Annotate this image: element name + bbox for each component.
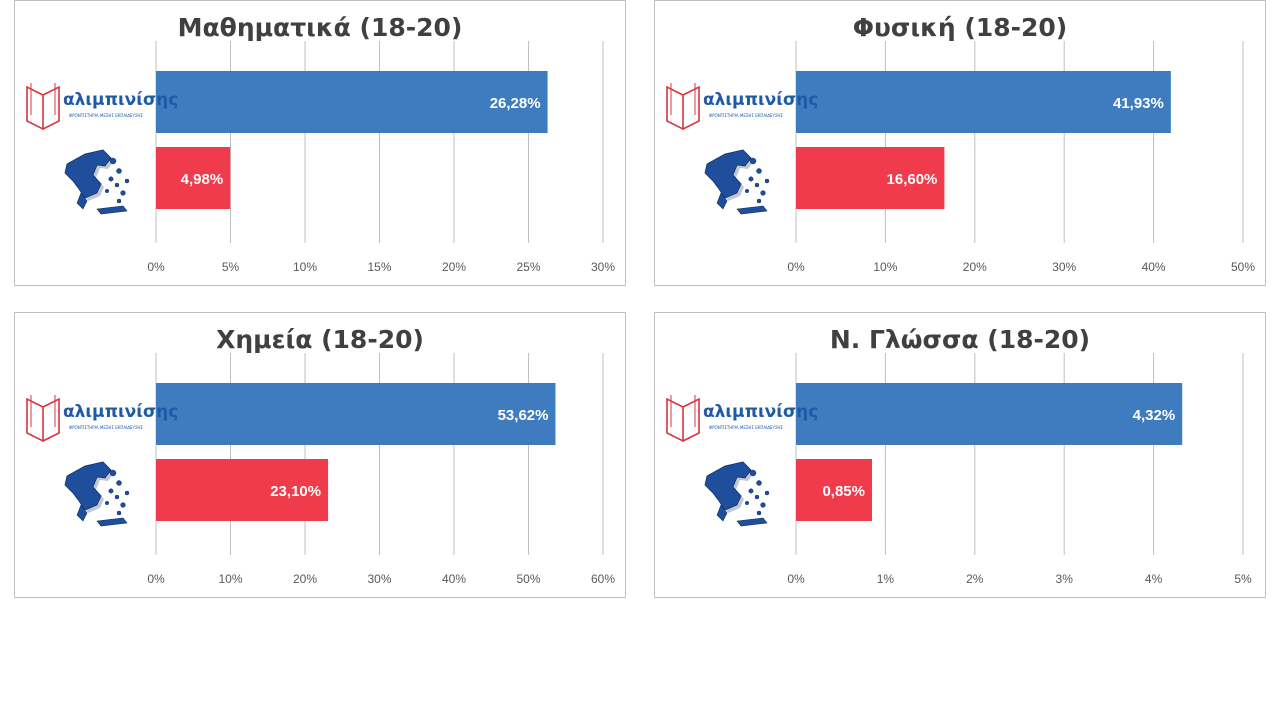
logo-text: αλιμπινίσης — [703, 402, 818, 422]
x-tick-label: 40% — [442, 572, 466, 586]
bar-national — [156, 147, 231, 209]
bar-brand — [796, 383, 1183, 445]
chart-panel-physics: Φυσική (18-20) 0% 10% 20% 30% 40% 50% 41,93% 16… — [654, 0, 1266, 286]
bar-national — [796, 147, 945, 209]
bar-national — [156, 459, 329, 521]
book-logo-icon: αλιμπινίσης ΦΡΟΝΤΙΣΤΗΡΙΑ ΜΕΣΗΣ ΕΚΠΑΙΔΕΥΣΗ… — [26, 83, 178, 131]
logo-text: αλιμπινίσης — [63, 402, 178, 422]
data-label: 41,93% — [1113, 95, 1164, 112]
x-tick-label: 10% — [293, 260, 317, 274]
x-tick-label: 1% — [877, 572, 895, 586]
chart-plot: 0% 5% 10% 15% 20% 25% 30% 26,28% 4,98% αλιμπινίση… — [26, 41, 615, 274]
chart-plot: 0% 10% 20% 30% 40% 50% 41,93% 16,60% αλιμπινίσης… — [666, 41, 1255, 274]
x-tick-label: 0% — [787, 572, 805, 586]
data-label: 53,62% — [498, 407, 549, 424]
greece-map-icon — [704, 461, 770, 527]
x-tick-label: 5% — [222, 260, 240, 274]
data-label: 26,28% — [490, 95, 541, 112]
x-tick-label: 30% — [1052, 260, 1076, 274]
chart-plot: 0% 1% 2% 3% 4% 5% 4,32% 0,85% αλιμπινίσης ΦΡΟΝΤΙΣ… — [666, 353, 1252, 586]
chart-title: Ν. Γλώσσα (18-20) — [829, 325, 1091, 354]
data-label: 23,10% — [270, 483, 321, 500]
book-logo-icon: αλιμπινίσης ΦΡΟΝΤΙΣΤΗΡΙΑ ΜΕΣΗΣ ΕΚΠΑΙΔΕΥΣΗ… — [26, 395, 178, 443]
logo-subtitle: ΦΡΟΝΤΙΣΤΗΡΙΑ ΜΕΣΗΣ ΕΚΠΑΙΔΕΥΣΗΣ — [709, 425, 784, 430]
x-tick-label: 0% — [787, 260, 805, 274]
bar-brand — [156, 383, 556, 445]
x-tick-label: 15% — [367, 260, 391, 274]
data-label: 4,98% — [181, 171, 224, 188]
chart-plot: 0% 10% 20% 30% 40% 50% 60% 53,62% 23,10% αλιμπινί… — [26, 353, 615, 586]
logo-subtitle: ΦΡΟΝΤΙΣΤΗΡΙΑ ΜΕΣΗΣ ΕΚΠΑΙΔΕΥΣΗΣ — [69, 425, 144, 430]
greece-map-icon — [64, 461, 130, 527]
x-tick-label: 10% — [873, 260, 897, 274]
data-label: 0,85% — [822, 483, 865, 500]
x-tick-label: 20% — [293, 572, 317, 586]
x-tick-label: 5% — [1234, 572, 1252, 586]
x-tick-label: 30% — [367, 572, 391, 586]
chart-title: Μαθηματικά (18-20) — [177, 13, 463, 42]
bar-national — [796, 459, 872, 521]
x-tick-label: 50% — [516, 572, 540, 586]
x-tick-label: 20% — [442, 260, 466, 274]
logo-text: αλιμπινίσης — [703, 90, 818, 110]
chart-panel-math: Μαθηματικά (18-20) 0% 5% 10% 15% 20% 25% 30% 26… — [14, 0, 626, 286]
logo-text: αλιμπινίσης — [63, 90, 178, 110]
chart-title: Φυσική (18-20) — [852, 13, 1068, 42]
x-tick-label: 4% — [1145, 572, 1163, 586]
x-tick-label: 3% — [1056, 572, 1074, 586]
x-tick-label: 0% — [147, 260, 165, 274]
data-label: 4,32% — [1133, 407, 1176, 424]
greece-map-icon — [64, 149, 130, 215]
logo-subtitle: ΦΡΟΝΤΙΣΤΗΡΙΑ ΜΕΣΗΣ ΕΚΠΑΙΔΕΥΣΗΣ — [69, 113, 144, 118]
logo-subtitle: ΦΡΟΝΤΙΣΤΗΡΙΑ ΜΕΣΗΣ ΕΚΠΑΙΔΕΥΣΗΣ — [709, 113, 784, 118]
data-label: 16,60% — [887, 171, 938, 188]
x-tick-label: 60% — [591, 572, 615, 586]
x-tick-label: 50% — [1231, 260, 1255, 274]
x-tick-label: 20% — [963, 260, 987, 274]
x-tick-label: 40% — [1142, 260, 1166, 274]
bar-brand — [796, 71, 1171, 133]
book-logo-icon: αλιμπινίσης ΦΡΟΝΤΙΣΤΗΡΙΑ ΜΕΣΗΣ ΕΚΠΑΙΔΕΥΣΗ… — [666, 395, 818, 443]
x-tick-label: 10% — [218, 572, 242, 586]
chart-title: Χημεία (18-20) — [216, 325, 424, 354]
book-logo-icon: αλιμπινίσης ΦΡΟΝΤΙΣΤΗΡΙΑ ΜΕΣΗΣ ΕΚΠΑΙΔΕΥΣΗ… — [666, 83, 818, 131]
chart-panel-chemistry: Χημεία (18-20) 0% 10% 20% 30% 40% 50% 60% 53,62… — [14, 312, 626, 598]
x-tick-label: 0% — [147, 572, 165, 586]
x-tick-label: 25% — [516, 260, 540, 274]
x-tick-label: 30% — [591, 260, 615, 274]
chart-panel-language: Ν. Γλώσσα (18-20) 0% 1% 2% 3% 4% 5% 4,32% 0,85%… — [654, 312, 1266, 598]
greece-map-icon — [704, 149, 770, 215]
bar-brand — [156, 71, 548, 133]
x-tick-label: 2% — [966, 572, 984, 586]
